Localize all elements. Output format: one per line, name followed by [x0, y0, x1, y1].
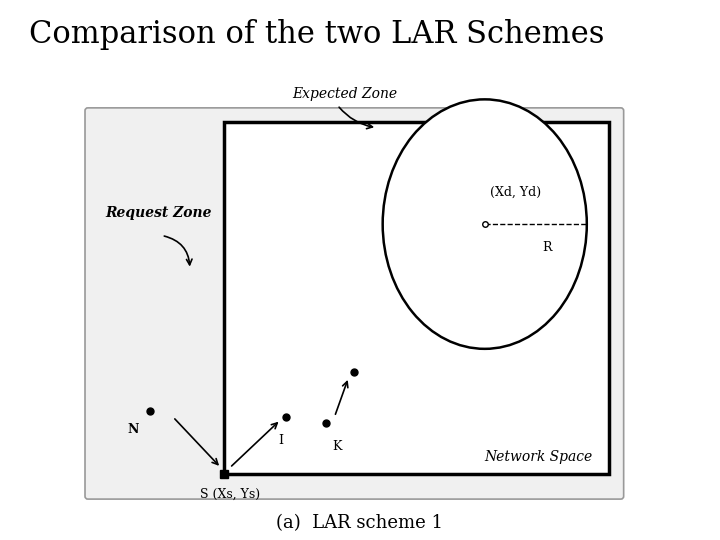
Text: S (Xs, Ys): S (Xs, Ys) [199, 488, 260, 501]
FancyBboxPatch shape [85, 108, 624, 499]
Text: I: I [278, 434, 283, 447]
Text: K: K [333, 440, 342, 453]
Bar [224, 122, 609, 474]
Text: (Xd, Yd): (Xd, Yd) [490, 186, 541, 199]
Text: Request Zone: Request Zone [105, 206, 212, 220]
Text: R: R [542, 241, 552, 254]
Text: Expected Zone: Expected Zone [292, 87, 397, 100]
Text: Comparison of the two LAR Schemes: Comparison of the two LAR Schemes [29, 19, 604, 50]
Ellipse shape [383, 99, 587, 349]
Text: N: N [127, 422, 139, 436]
Text: (a)  LAR scheme 1: (a) LAR scheme 1 [276, 514, 444, 532]
Text: Network Space: Network Space [485, 450, 593, 463]
